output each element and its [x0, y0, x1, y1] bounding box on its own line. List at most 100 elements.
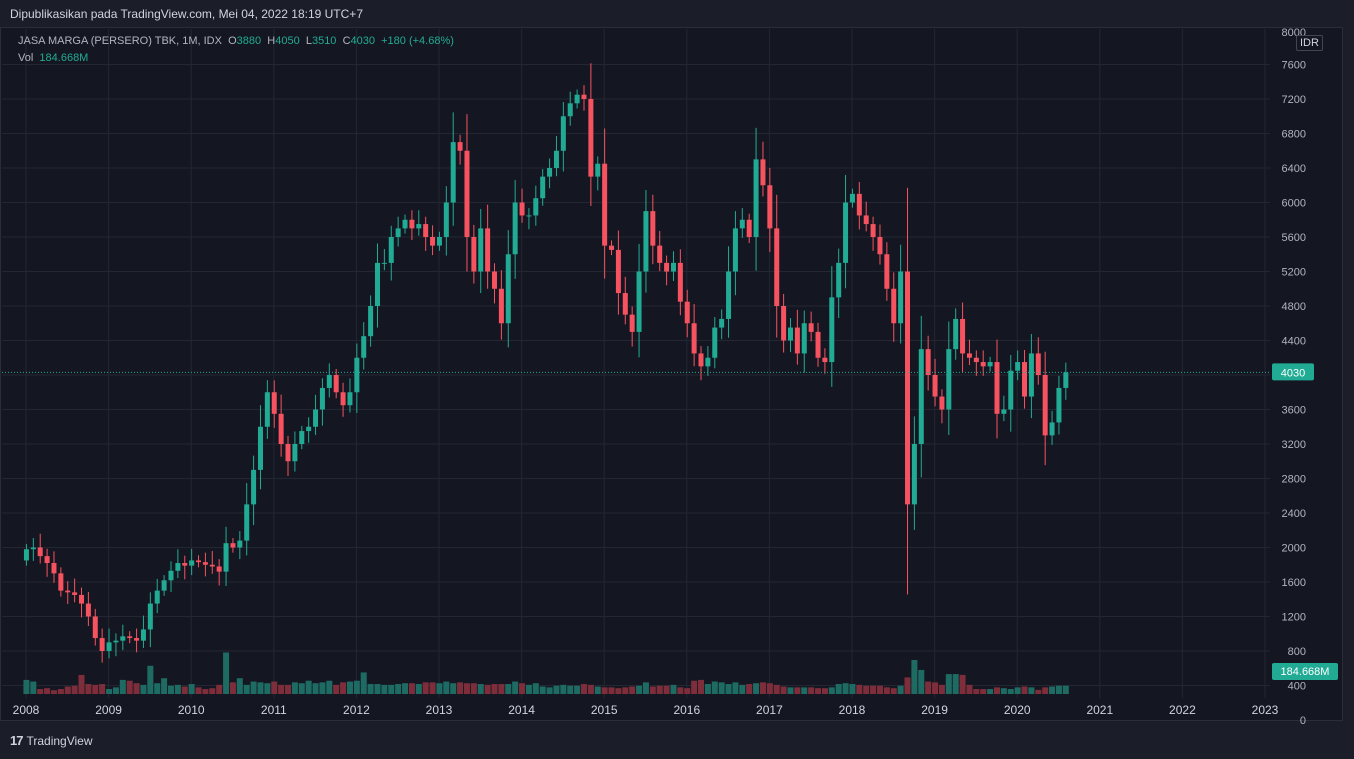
candle-body: [856, 193, 862, 216]
volume-bar: [649, 686, 656, 694]
volume-bar: [773, 684, 780, 694]
candle-body: [354, 357, 360, 393]
candle-body: [388, 237, 394, 263]
volume-bar: [966, 684, 973, 694]
volume-bar: [463, 683, 470, 694]
volume-bar: [195, 687, 202, 694]
y-tick-label: 3200: [1282, 439, 1306, 451]
volume-bar: [388, 684, 395, 694]
volume-bar: [229, 682, 236, 694]
volume-bar: [57, 689, 64, 694]
volume-bar: [580, 684, 587, 694]
candle-body: [333, 375, 339, 393]
tradingview-logo[interactable]: 17 TradingView: [10, 733, 93, 748]
candle-body: [932, 375, 938, 397]
x-tick-label: 2012: [343, 703, 370, 717]
candle-body: [299, 431, 305, 444]
volume-bar: [64, 686, 71, 694]
volume-bar: [1014, 687, 1021, 694]
candle-body: [1001, 409, 1007, 414]
currency-button[interactable]: IDR: [1296, 35, 1323, 51]
y-tick-label: 4800: [1282, 301, 1306, 313]
volume-bar: [718, 682, 725, 694]
volume-bar: [622, 687, 629, 694]
volume-bar: [346, 681, 353, 694]
volume-bar: [642, 682, 649, 694]
legend-close: 4030: [350, 35, 375, 47]
candle-body: [189, 560, 195, 566]
candle-body: [306, 426, 312, 432]
candle-body: [182, 563, 188, 566]
volume-bar: [959, 674, 966, 694]
candle-body: [547, 168, 553, 177]
volume-bar: [574, 685, 581, 694]
volume-bar: [491, 684, 498, 694]
candle-body: [340, 392, 346, 406]
volume-bar: [333, 684, 340, 694]
volume-bar: [525, 684, 532, 694]
candle-body: [423, 224, 429, 237]
candle-body: [457, 142, 463, 151]
volume-bar: [945, 674, 952, 694]
y-tick-label: 4400: [1282, 336, 1306, 348]
volume-bar: [567, 685, 574, 694]
x-tick-label: 2010: [178, 703, 205, 717]
volume-bar: [938, 684, 945, 694]
candle-body: [72, 592, 78, 595]
volume-bar: [876, 685, 883, 694]
volume-bar: [519, 683, 526, 694]
candle-body: [526, 215, 532, 217]
volume-bar: [1042, 687, 1049, 694]
volume-bar: [167, 685, 174, 694]
volume-bar: [291, 682, 298, 694]
candle-body: [1022, 362, 1028, 397]
candle-body: [657, 245, 663, 263]
candle-body: [361, 336, 367, 358]
volume-bar: [312, 683, 319, 694]
volume-bar: [987, 689, 994, 694]
volume-bar: [532, 683, 539, 694]
candle-body: [175, 563, 181, 571]
volume-bar: [952, 674, 959, 694]
candle-body: [670, 262, 676, 272]
y-tick-label: 6000: [1282, 198, 1306, 210]
volume-bar: [835, 684, 842, 694]
volume-bar: [30, 681, 37, 694]
candle-body: [891, 288, 897, 324]
y-tick-label: 5600: [1282, 232, 1306, 244]
candle-body: [416, 224, 422, 229]
candle-body: [127, 636, 133, 639]
candle-body: [533, 198, 539, 216]
candle-body: [23, 549, 29, 561]
volume-bar: [174, 684, 181, 694]
volume-bar: [725, 684, 732, 694]
candle-body: [485, 228, 491, 272]
legend-vol-label: Vol: [18, 52, 34, 64]
volume-bar: [766, 683, 773, 694]
candle-body: [257, 426, 263, 470]
candle-body: [615, 249, 621, 294]
candle-body: [1035, 353, 1041, 375]
y-tick-label: 800: [1288, 646, 1306, 658]
volume-bar: [99, 684, 106, 694]
candle-body: [781, 306, 787, 341]
volume-bar: [505, 684, 512, 694]
candle-body: [719, 318, 725, 328]
volume-bar: [243, 684, 250, 694]
volume-bar: [250, 681, 257, 694]
candle-body: [30, 547, 36, 550]
volume-bar: [815, 688, 822, 694]
x-tick-label: 2020: [1004, 703, 1031, 717]
candle-body: [732, 228, 738, 272]
volume-bar: [753, 683, 760, 694]
y-tick-label: 0: [1300, 715, 1306, 727]
volume-bar: [360, 672, 367, 694]
candle-body: [794, 327, 800, 354]
volume-bar: [395, 684, 402, 694]
candle-body: [478, 228, 484, 272]
x-tick-label: 2011: [261, 703, 287, 717]
volume-bar: [71, 685, 78, 694]
candle-body: [622, 293, 628, 315]
candle-body: [106, 642, 112, 651]
